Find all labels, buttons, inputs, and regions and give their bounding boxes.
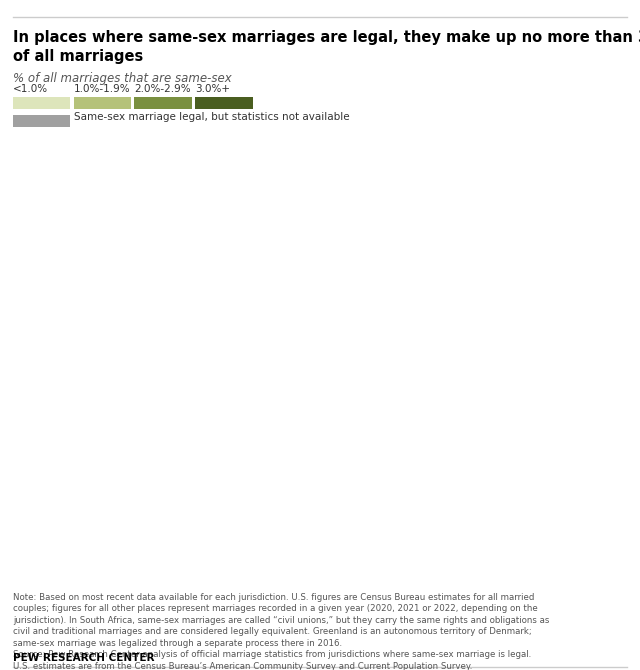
Text: <1.0%: <1.0% xyxy=(13,84,48,94)
Text: 2.0%-2.9%: 2.0%-2.9% xyxy=(134,84,191,94)
Text: 1.0%-1.9%: 1.0%-1.9% xyxy=(74,84,130,94)
Text: In places where same-sex marriages are legal, they make up no more than 3.4%
of : In places where same-sex marriages are l… xyxy=(13,30,640,64)
Text: Same-sex marriage legal, but statistics not available: Same-sex marriage legal, but statistics … xyxy=(74,113,349,122)
Text: PEW RESEARCH CENTER: PEW RESEARCH CENTER xyxy=(13,653,154,663)
Text: % of all marriages that are same-sex: % of all marriages that are same-sex xyxy=(13,72,232,84)
Text: 3.0%+: 3.0%+ xyxy=(195,84,230,94)
Text: Note: Based on most recent data available for each jurisdiction. U.S. figures ar: Note: Based on most recent data availabl… xyxy=(13,593,549,670)
